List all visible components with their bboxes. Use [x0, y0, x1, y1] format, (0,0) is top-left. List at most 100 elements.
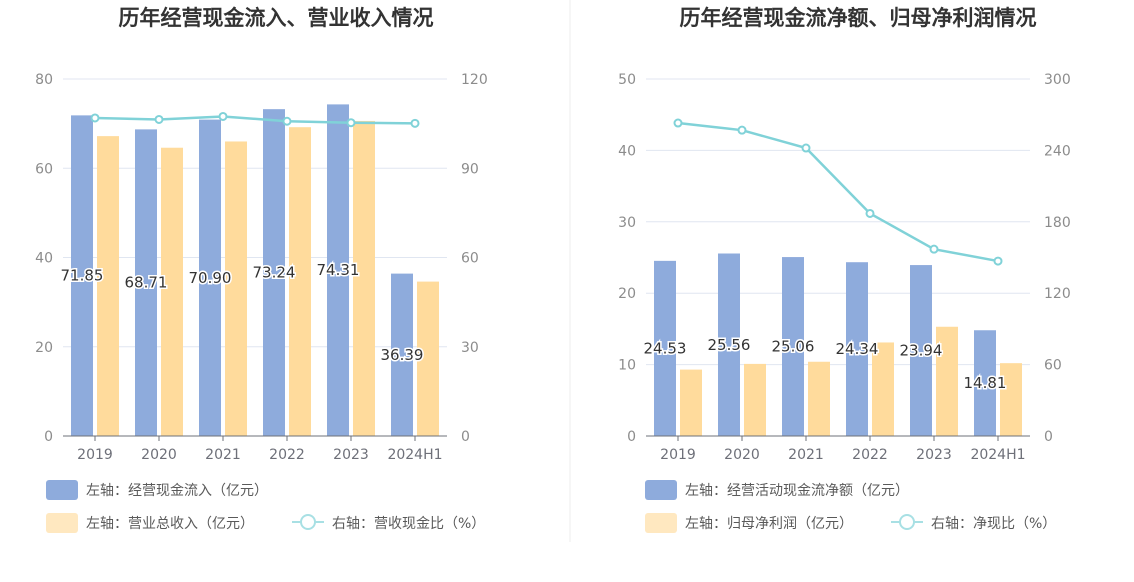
x-tick-label: 2022 — [852, 447, 888, 463]
ratio-point — [801, 143, 811, 153]
bar-secondary — [808, 361, 830, 436]
bar-primary — [846, 262, 868, 436]
ratio-point — [90, 113, 100, 123]
data-label: 71.85 — [61, 267, 104, 285]
bar-primary — [135, 129, 157, 436]
legend-swatch-bar-secondary — [645, 513, 677, 533]
data-label: 23.94 — [900, 342, 943, 360]
y-right-tick-label: 240 — [1044, 143, 1071, 159]
y-left-tick-label: 20 — [618, 286, 636, 302]
bar-primary — [654, 260, 676, 436]
ratio-point — [282, 116, 292, 126]
data-label: 73.24 — [253, 264, 296, 282]
ratio-line — [94, 115, 416, 125]
ratio-point — [410, 118, 420, 128]
bar-primary — [199, 119, 221, 436]
chart-title: 历年经营现金流入、营业收入情况 — [119, 6, 434, 30]
bar-primary — [974, 330, 996, 436]
bar-secondary — [353, 120, 375, 436]
legend-swatch-bar-secondary — [46, 513, 78, 533]
data-label: 68.71 — [125, 274, 168, 292]
data-label: 74.31 — [317, 261, 360, 279]
bar-secondary — [225, 141, 247, 436]
y-left-tick-label: 50 — [618, 72, 636, 88]
ratio-point — [673, 118, 683, 128]
legend-label: 右轴：净现比（%） — [931, 516, 1056, 532]
y-left-tick-label: 20 — [35, 340, 53, 356]
x-tick-label: 2024H1 — [387, 447, 442, 463]
x-tick-label: 2020 — [141, 447, 177, 463]
y-right-tick-label: 120 — [461, 72, 488, 88]
bar-secondary — [97, 136, 119, 436]
y-right-tick-label: 60 — [1044, 358, 1062, 374]
bar-secondary — [680, 369, 702, 436]
ratio-point — [154, 114, 164, 124]
y-left-tick-label: 40 — [618, 143, 636, 159]
bar-primary — [71, 115, 93, 436]
ratio-point — [737, 125, 747, 135]
bar-primary — [391, 273, 413, 436]
y-right-tick-label: 300 — [1044, 72, 1071, 88]
legend-label: 左轴：经营活动现金流净额（亿元） — [685, 483, 909, 499]
y-right-tick-label: 30 — [461, 340, 479, 356]
x-tick-label: 2021 — [205, 447, 241, 463]
legend-swatch-marker — [300, 514, 316, 530]
legend-item-revenue[interactable]: 左轴：营业总收入（亿元） — [46, 513, 254, 533]
bar-secondary — [872, 342, 894, 436]
y-left-tick-label: 0 — [627, 429, 636, 445]
legend-label: 左轴：经营现金流入（亿元） — [86, 483, 268, 499]
bar-primary — [782, 257, 804, 436]
legend-label: 右轴：营收现金比（%） — [332, 516, 485, 532]
legend-label: 左轴：营业总收入（亿元） — [86, 516, 254, 532]
legend-item-net-cash-flow[interactable]: 左轴：经营活动现金流净额（亿元） — [645, 480, 909, 500]
data-label: 14.81 — [964, 374, 1007, 392]
ratio-point — [929, 244, 939, 254]
legend-label: 左轴：归母净利润（亿元） — [685, 515, 853, 532]
legend-swatch-bar-primary — [46, 480, 78, 500]
y-right-tick-label: 0 — [461, 429, 470, 445]
y-right-tick-label: 0 — [1044, 429, 1053, 445]
data-label: 25.06 — [772, 338, 815, 356]
legend-item-net-profit[interactable]: 左轴：归母净利润（亿元） — [645, 513, 853, 533]
chart-cash-inflow-revenue: 历年经营现金流入、营业收入情况 71.85 68.71 70.90 73.24 74.3… — [35, 6, 488, 533]
y-left-tick-label: 30 — [618, 215, 636, 231]
ratio-point — [865, 208, 875, 218]
x-tick-label: 2019 — [77, 447, 113, 463]
y-left-tick-label: 40 — [35, 251, 53, 267]
data-label: 24.34 — [836, 340, 879, 358]
x-tick-label: 2022 — [269, 447, 305, 463]
data-label: 24.53 — [644, 339, 687, 357]
ratio-point — [346, 118, 356, 128]
bar-secondary — [936, 326, 958, 436]
x-tick-label: 2023 — [916, 447, 952, 463]
y-right-tick-label: 90 — [461, 161, 479, 177]
y-left-tick-label: 80 — [35, 72, 53, 88]
bar-secondary — [1000, 363, 1022, 436]
legend-item-net-cash-ratio[interactable]: 右轴：净现比（%） — [891, 514, 1056, 532]
y-left-tick-label: 10 — [618, 358, 636, 374]
bar-secondary — [161, 147, 183, 436]
x-tick-label: 2024H1 — [970, 447, 1025, 463]
legend-item-revenue-cash-ratio[interactable]: 右轴：营收现金比（%） — [292, 514, 485, 532]
ratio-point — [993, 256, 1003, 266]
y-right-tick-label: 120 — [1044, 286, 1071, 302]
x-tick-label: 2023 — [333, 447, 369, 463]
y-left-tick-label: 60 — [35, 161, 53, 177]
ratio-line — [677, 121, 999, 263]
x-tick-label: 2020 — [724, 447, 760, 463]
bar-primary — [718, 253, 740, 436]
bar-secondary — [417, 281, 439, 436]
data-label: 25.56 — [708, 336, 751, 354]
y-left-tick-label: 0 — [44, 429, 53, 445]
bar-secondary — [744, 363, 766, 436]
bar-primary — [327, 104, 349, 436]
data-label: 70.90 — [189, 269, 232, 287]
bar-primary — [263, 109, 285, 436]
y-right-tick-label: 60 — [461, 251, 479, 267]
chart-net-cash-flow-profit: 历年经营现金流净额、归母净利润情况 24.53 25.56 25.06 24.34 23… — [618, 6, 1071, 533]
data-label: 36.39 — [381, 346, 424, 364]
bar-secondary — [289, 127, 311, 436]
legend-item-cash-inflow[interactable]: 左轴：经营现金流入（亿元） — [46, 480, 268, 500]
x-tick-label: 2019 — [660, 447, 696, 463]
